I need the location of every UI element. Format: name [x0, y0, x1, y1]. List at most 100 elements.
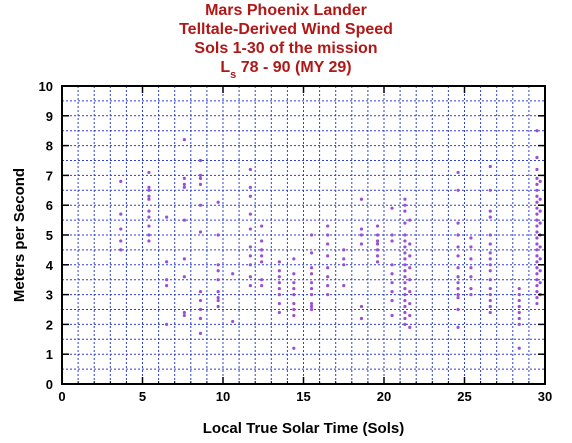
- data-point: [488, 209, 492, 213]
- x-tick-label: 30: [538, 389, 552, 404]
- data-point: [403, 263, 407, 267]
- data-point: [147, 170, 151, 175]
- axes: [61, 85, 546, 385]
- data-point: [538, 179, 542, 183]
- data-point: [403, 209, 407, 213]
- data-point: [182, 275, 186, 279]
- data-point: [488, 263, 492, 267]
- data-point: [535, 242, 539, 246]
- data-point: [292, 301, 296, 306]
- y-tick-label: 0: [46, 377, 53, 392]
- data-point: [535, 188, 539, 192]
- data-point: [309, 281, 314, 285]
- data-point: [216, 263, 220, 267]
- data-point: [375, 254, 380, 258]
- grid: [62, 86, 545, 384]
- data-point: [248, 263, 252, 267]
- data-point: [359, 304, 364, 309]
- data-point: [260, 278, 264, 282]
- data-point: [456, 275, 460, 279]
- data-point: [403, 304, 407, 309]
- data-point: [309, 266, 314, 270]
- data-point: [375, 239, 380, 243]
- data-point: [359, 242, 364, 246]
- data-point: [292, 272, 296, 276]
- data-point: [182, 313, 186, 318]
- data-point: [165, 260, 169, 264]
- data-point: [488, 310, 492, 315]
- x-tick-label: 10: [216, 389, 230, 404]
- data-point: [248, 245, 252, 249]
- data-point: [119, 212, 123, 216]
- data-point: [147, 188, 151, 192]
- data-point: [182, 176, 186, 180]
- data-point: [403, 251, 407, 255]
- data-point: [390, 281, 394, 285]
- y-tick-label: 4: [46, 258, 54, 273]
- data-point: [309, 251, 314, 255]
- data-point: [535, 212, 539, 216]
- data-point: [535, 224, 539, 228]
- data-point: [538, 281, 542, 285]
- data-point: [260, 224, 264, 228]
- chart-title-line-1: Mars Phoenix Lander: [205, 2, 367, 19]
- data-point: [147, 239, 151, 243]
- data-point: [147, 215, 151, 219]
- data-point: [342, 257, 346, 261]
- x-tick-label: 5: [139, 389, 146, 404]
- data-point: [326, 242, 330, 246]
- data-point: [408, 278, 412, 282]
- data-point: [248, 254, 252, 258]
- data-point: [390, 233, 394, 237]
- data-point: [403, 298, 407, 303]
- data-point: [517, 298, 521, 303]
- data-point: [292, 281, 296, 285]
- y-tick-label: 6: [46, 198, 53, 213]
- data-point: [260, 239, 264, 243]
- data-point: [517, 316, 521, 321]
- data-point: [342, 284, 346, 288]
- data-point: [408, 266, 412, 270]
- data-point: [408, 218, 412, 222]
- data-point: [198, 290, 203, 294]
- data-point: [538, 209, 542, 213]
- data-point: [403, 221, 407, 225]
- data-point: [488, 293, 492, 297]
- data-point: [488, 251, 492, 255]
- y-tick-label: 10: [39, 79, 53, 94]
- data-point: [326, 284, 330, 288]
- data-point: [456, 287, 460, 291]
- data-point: [488, 304, 492, 309]
- data-point: [535, 278, 539, 282]
- data-point: [292, 346, 296, 350]
- data-point: [260, 284, 264, 288]
- data-point: [216, 278, 220, 282]
- data-point: [535, 266, 539, 270]
- data-point: [517, 293, 521, 297]
- data-point: [408, 325, 412, 329]
- data-point: [119, 239, 123, 243]
- data-point: [390, 272, 394, 276]
- data-point: [147, 197, 151, 201]
- data-point: [390, 263, 394, 267]
- data-point: [488, 269, 492, 273]
- data-point: [198, 203, 203, 207]
- data-point: [390, 298, 394, 303]
- data-point: [456, 295, 460, 300]
- data-point: [456, 221, 460, 225]
- data-point: [248, 275, 252, 279]
- y-tick-label: 3: [46, 288, 53, 303]
- data-point: [535, 200, 539, 204]
- data-point: [488, 215, 492, 219]
- data-point: [403, 275, 407, 279]
- data-point: [277, 281, 281, 285]
- data-point: [403, 310, 407, 315]
- ls-symbol: L: [220, 59, 231, 76]
- data-point: [277, 301, 281, 306]
- data-point: [535, 129, 539, 133]
- data-point: [216, 298, 220, 303]
- data-point: [403, 197, 407, 201]
- data-point: [375, 242, 380, 246]
- data-point: [326, 293, 330, 297]
